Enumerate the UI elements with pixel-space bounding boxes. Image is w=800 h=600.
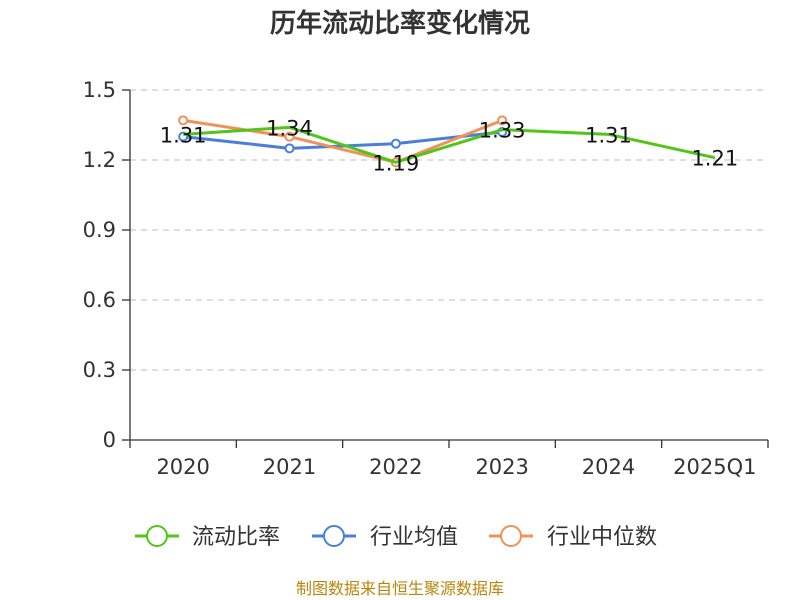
axes: 0 0.3 0.6 0.9 1.2 1.5 2020 2021 2022 2023 2024 2025… xyxy=(83,78,769,479)
x-tick-label: 2024 xyxy=(582,455,635,479)
x-tick-label: 2023 xyxy=(475,455,528,479)
data-label: 1.31 xyxy=(585,123,632,147)
data-label: 1.19 xyxy=(372,151,419,175)
data-point xyxy=(178,115,189,126)
legend-marker xyxy=(146,525,168,547)
data-label: 1.31 xyxy=(160,123,207,147)
data-labels: 1.31 1.34 1.19 1.33 1.31 1.21 xyxy=(160,116,738,175)
data-point xyxy=(390,138,401,149)
legend-item[interactable]: 流动比率 xyxy=(135,525,280,550)
data-point xyxy=(497,115,508,126)
x-tick-label: 2021 xyxy=(263,455,316,479)
series-layer xyxy=(178,115,716,168)
legend-marker xyxy=(500,525,522,547)
y-tick-label: 0 xyxy=(103,428,116,452)
data-point xyxy=(284,131,295,142)
legend-marker xyxy=(323,525,345,547)
series-line xyxy=(183,125,716,164)
data-point xyxy=(284,143,295,154)
legend-label: 行业中位数 xyxy=(547,525,657,550)
x-tick-label: 2020 xyxy=(156,455,209,479)
data-label: 1.21 xyxy=(691,147,738,171)
x-tick-label: 2025Q1 xyxy=(673,455,756,479)
y-tick-label: 1.5 xyxy=(83,78,116,102)
grid-lines xyxy=(130,89,768,371)
legend-label: 行业均值 xyxy=(370,525,458,550)
legend-item[interactable]: 行业均值 xyxy=(312,525,458,550)
y-tick-label: 0.6 xyxy=(83,288,116,312)
legend-label: 流动比率 xyxy=(192,525,280,550)
y-tick-label: 0.3 xyxy=(83,358,116,382)
data-label: 1.33 xyxy=(479,119,526,143)
source-note: 制图数据来自恒生聚源数据库 xyxy=(296,579,504,598)
chart-title: 历年流动比率变化情况 xyxy=(270,8,530,39)
x-tick-label: 2022 xyxy=(369,455,422,479)
y-tick-label: 1.2 xyxy=(83,148,116,172)
legend-item[interactable]: 行业中位数 xyxy=(489,525,657,550)
legend[interactable]: 流动比率 行业均值 行业中位数 xyxy=(135,525,657,550)
data-label: 1.34 xyxy=(266,116,313,140)
y-tick-label: 0.9 xyxy=(83,218,116,242)
series-line xyxy=(182,118,503,164)
